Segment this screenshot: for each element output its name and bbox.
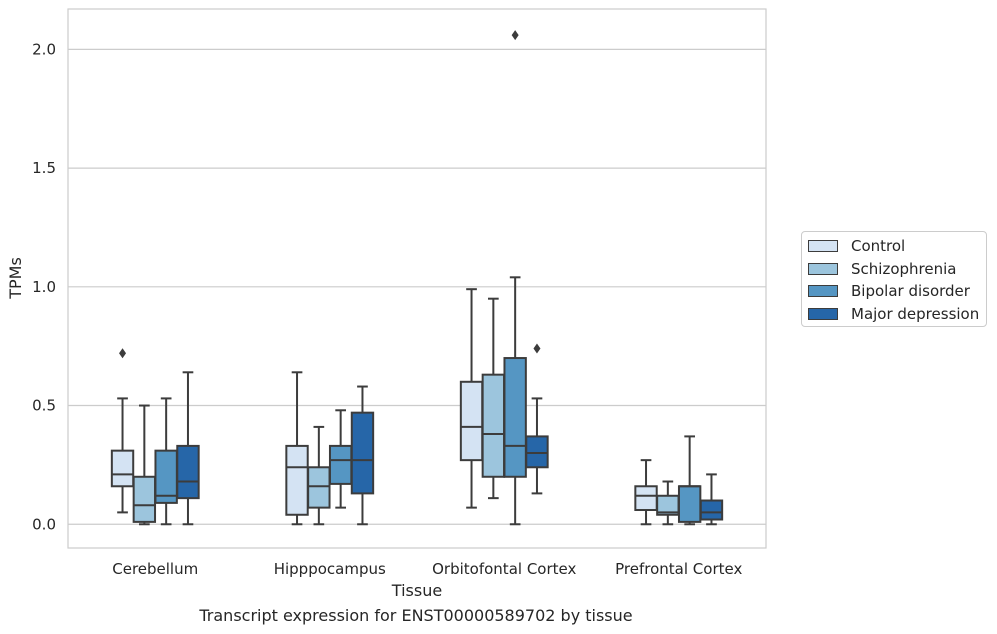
box-group	[481, 297, 506, 500]
box	[285, 444, 309, 516]
legend-label: Major depression	[851, 304, 980, 323]
box-group	[656, 480, 680, 526]
box-group	[307, 425, 331, 526]
legend-swatch-bipolar-disorder	[808, 285, 838, 298]
box-group	[677, 435, 702, 526]
box-group	[110, 348, 135, 514]
box-group	[154, 397, 178, 526]
outlier-point	[511, 30, 519, 41]
y-tick-label: 0.5	[32, 397, 56, 415]
box	[307, 466, 331, 509]
box	[132, 475, 157, 523]
box-group	[459, 288, 484, 509]
box	[503, 357, 527, 478]
box	[350, 411, 375, 495]
box-group	[350, 385, 375, 526]
y-axis-label: TPMs	[6, 257, 25, 300]
box	[110, 449, 135, 488]
box	[525, 435, 549, 469]
x-tick-label: Prefrontal Cortex	[615, 560, 742, 578]
box	[634, 485, 658, 512]
outlier-point	[533, 343, 541, 354]
box-group	[699, 473, 724, 526]
box	[481, 373, 506, 478]
y-tick-label: 1.5	[32, 159, 56, 177]
x-tick-label: Orbitofontal Cortex	[432, 560, 576, 578]
legend-swatch-control	[808, 240, 838, 253]
box-group	[525, 343, 549, 495]
box	[328, 444, 353, 485]
box-group	[328, 409, 353, 509]
x-tick-label: Cerebellum	[112, 560, 198, 578]
y-tick-label: 2.0	[32, 40, 56, 58]
box-group	[634, 459, 658, 526]
legend-label: Control	[851, 237, 906, 256]
box	[677, 485, 702, 523]
box	[699, 499, 724, 521]
legend-label: Schizophrenia	[851, 259, 957, 278]
plot-frame	[67, 8, 767, 549]
box-group	[176, 371, 200, 526]
legend-swatch-major-depression	[808, 307, 838, 320]
boxes	[110, 30, 724, 526]
outlier-point	[119, 348, 127, 359]
legend-swatch-schizophrenia	[808, 262, 838, 275]
legend: Control Schizophrenia Bipolar disorder M…	[801, 231, 987, 327]
x-axis-label: Tissue	[391, 581, 442, 600]
box-group	[503, 30, 527, 526]
x-tick-label: Hipppocampus	[274, 560, 386, 578]
legend-item: Schizophrenia	[808, 258, 986, 281]
y-axis-ticks: 0.0 0.5 1.0 1.5 2.0	[32, 40, 56, 533]
legend-item: Control	[808, 235, 986, 258]
x-axis-ticks: Cerebellum Hipppocampus Orbitofontal Corte…	[112, 560, 742, 578]
box-group	[132, 404, 157, 526]
legend-item: Bipolar disorder	[808, 280, 986, 303]
legend-label: Bipolar disorder	[851, 282, 970, 301]
box	[176, 444, 200, 500]
y-tick-label: 1.0	[32, 278, 56, 296]
box	[459, 380, 484, 462]
y-tick-label: 0.0	[32, 515, 56, 533]
chart-caption: Transcript expression for ENST0000058970…	[199, 606, 633, 625]
box-group	[285, 371, 309, 526]
legend-item: Major depression	[808, 303, 986, 326]
